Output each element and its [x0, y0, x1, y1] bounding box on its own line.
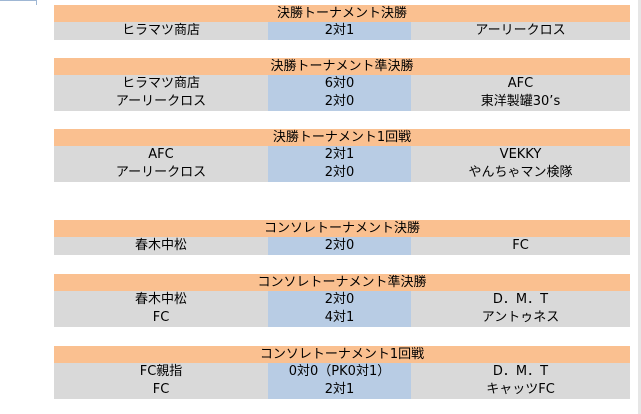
team2-cell[interactable]: VEKKY — [411, 146, 630, 164]
team1-cell[interactable]: アーリークロス — [54, 93, 268, 111]
team2-cell[interactable]: やんちゃマン検隊 — [411, 164, 630, 182]
score-cell[interactable]: 2対1 — [268, 146, 411, 164]
result-block-consolation-first-round: コンソレトーナメント1回戦 FC親指 0対0（PK0対1） D．M．T FC 2… — [54, 346, 630, 399]
round-header: コンソレトーナメント1回戦 — [54, 346, 630, 363]
match-row: FC 4対1 アントゥネス — [54, 309, 630, 327]
match-row: 春木中松 2対0 FC — [54, 237, 630, 255]
match-row: FC親指 0対0（PK0対1） D．M．T — [54, 363, 630, 381]
match-row: アーリークロス 2対0 やんちゃマン検隊 — [54, 164, 630, 182]
round-header: 決勝トーナメント決勝 — [54, 5, 630, 22]
score-cell[interactable]: 0対0（PK0対1） — [268, 363, 411, 381]
match-row: FC 2対1 キャッツFC — [54, 381, 630, 399]
team1-cell[interactable]: 春木中松 — [54, 237, 268, 255]
team1-cell[interactable]: AFC — [54, 146, 268, 164]
cell-border-fragment — [0, 0, 37, 5]
team2-cell[interactable]: アーリークロス — [411, 22, 630, 40]
team1-cell[interactable]: 春木中松 — [54, 291, 268, 309]
score-cell[interactable]: 6対0 — [268, 75, 411, 93]
match-row: ヒラマツ商店 2対1 アーリークロス — [54, 22, 630, 40]
match-row: ヒラマツ商店 6対0 AFC — [54, 75, 630, 93]
score-cell[interactable]: 2対0 — [268, 291, 411, 309]
score-cell[interactable]: 2対1 — [268, 22, 411, 40]
team1-cell[interactable]: FC — [54, 381, 268, 399]
result-block-semifinal: 決勝トーナメント準決勝 ヒラマツ商店 6対0 AFC アーリークロス 2対0 東… — [54, 58, 630, 111]
team2-cell[interactable]: アントゥネス — [411, 309, 630, 327]
result-block-final: 決勝トーナメント決勝 ヒラマツ商店 2対1 アーリークロス — [54, 5, 630, 40]
team2-cell[interactable]: D．M．T — [411, 291, 630, 309]
team1-cell[interactable]: アーリークロス — [54, 164, 268, 182]
match-row: 春木中松 2対0 D．M．T — [54, 291, 630, 309]
round-header: コンソレトーナメント決勝 — [54, 220, 630, 237]
result-block-first-round: 決勝トーナメント1回戦 AFC 2対1 VEKKY アーリークロス 2対0 やん… — [54, 129, 630, 182]
match-row: AFC 2対1 VEKKY — [54, 146, 630, 164]
round-header: コンソレトーナメント準決勝 — [54, 274, 630, 291]
team1-cell[interactable]: ヒラマツ商店 — [54, 22, 268, 40]
team2-cell[interactable]: キャッツFC — [411, 381, 630, 399]
team2-cell[interactable]: D．M．T — [411, 363, 630, 381]
result-block-consolation-semifinal: コンソレトーナメント準決勝 春木中松 2対0 D．M．T FC 4対1 アントゥ… — [54, 274, 630, 327]
score-cell[interactable]: 2対0 — [268, 93, 411, 111]
team1-cell[interactable]: FC親指 — [54, 363, 268, 381]
score-cell[interactable]: 4対1 — [268, 309, 411, 327]
team2-cell[interactable]: FC — [411, 237, 630, 255]
score-cell[interactable]: 2対0 — [268, 237, 411, 255]
match-row: アーリークロス 2対0 東洋製罐30’s — [54, 93, 630, 111]
team1-cell[interactable]: FC — [54, 309, 268, 327]
round-header: 決勝トーナメント準決勝 — [54, 58, 630, 75]
team2-cell[interactable]: 東洋製罐30’s — [411, 93, 630, 111]
score-cell[interactable]: 2対1 — [268, 381, 411, 399]
round-header: 決勝トーナメント1回戦 — [54, 129, 630, 146]
vertical-scrollbar[interactable] — [638, 0, 641, 414]
team1-cell[interactable]: ヒラマツ商店 — [54, 75, 268, 93]
team2-cell[interactable]: AFC — [411, 75, 630, 93]
result-block-consolation-final: コンソレトーナメント決勝 春木中松 2対0 FC — [54, 220, 630, 255]
score-cell[interactable]: 2対0 — [268, 164, 411, 182]
